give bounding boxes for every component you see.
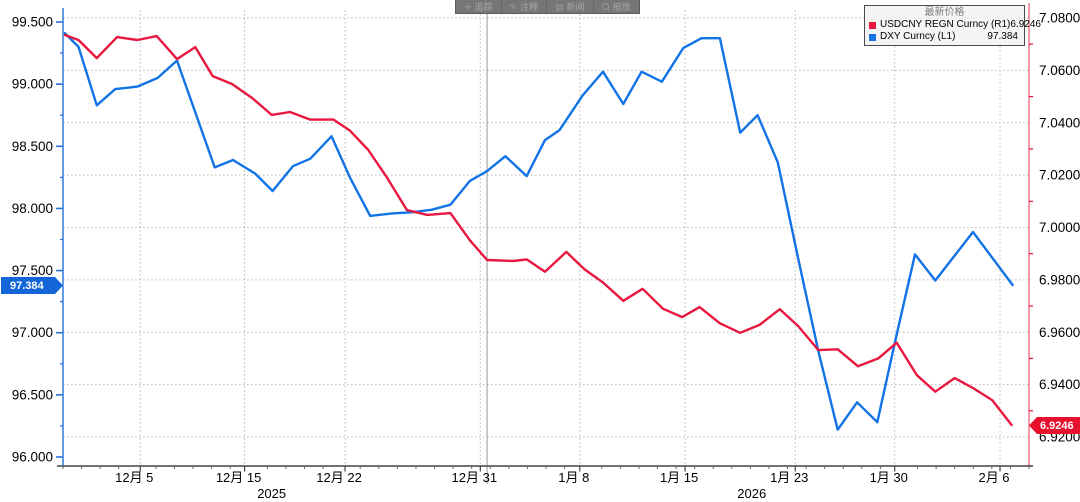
last-price-legend[interactable]: 最新价格 USDCNY REGN Curncy (R1) 6.9246 DXY … xyxy=(864,5,1041,46)
right-axis-tick-label: 6.9600 xyxy=(1039,325,1080,340)
usdcny-last-value-badge: 6.9246 xyxy=(1029,417,1080,434)
dxy-line xyxy=(63,32,1014,431)
usdcny-line xyxy=(63,33,1013,427)
legend-usdcny-label: USDCNY REGN Curncy (R1) xyxy=(880,19,1011,30)
left-axis-tick-label: 97.000 xyxy=(12,325,53,340)
x-axis-tick-label: 1月 23 xyxy=(770,470,808,485)
x-axis-tick-label: 12月 5 xyxy=(115,470,153,485)
right-axis-tick-label: 7.0800 xyxy=(1039,11,1080,26)
dxy-last-value: 97.384 xyxy=(10,279,44,292)
left-axis-tick-label: 99.000 xyxy=(12,77,53,92)
right-axis-tick-label: 7.0400 xyxy=(1039,115,1080,130)
left-axis-tick-label: 96.500 xyxy=(12,387,53,402)
legend-row-usdcny: USDCNY REGN Curncy (R1) 6.9246 xyxy=(865,19,1041,31)
dxy-swatch-icon xyxy=(869,33,876,41)
x-axis-tick-label: 12月 22 xyxy=(316,470,362,485)
left-axis-tick-label: 96.000 xyxy=(12,450,53,465)
right-axis-tick-label: 6.9400 xyxy=(1039,377,1080,392)
x-axis-tick-label: 1月 15 xyxy=(660,470,698,485)
right-axis-tick-label: 7.0200 xyxy=(1039,168,1080,183)
right-axis-tick-label: 7.0000 xyxy=(1039,220,1080,235)
dxy-last-value-badge: 97.384 xyxy=(1,277,63,294)
usdcny-swatch-icon xyxy=(869,21,876,29)
left-axis-tick-label: 98.500 xyxy=(12,139,53,154)
toolbar-news-label: 新闻 xyxy=(566,1,585,12)
year-label: 2026 xyxy=(737,486,766,501)
magnifier-icon xyxy=(601,2,610,11)
move-icon: ✛ xyxy=(464,1,472,12)
left-axis-tick-label: 98.000 xyxy=(12,201,53,216)
legend-title: 最新价格 xyxy=(924,7,965,18)
x-axis-tick-label: 12月 15 xyxy=(216,470,262,485)
legend-row-dxy: DXY Curncy (L1) 97.384 xyxy=(865,31,1024,43)
chart-plot-area[interactable] xyxy=(63,10,1029,466)
x-axis-tick-label: 1月 8 xyxy=(558,470,589,485)
legend-dxy-label: DXY Curncy (L1) xyxy=(880,31,956,42)
toolbar-track-label: 追踪 xyxy=(474,1,493,12)
right-axis-tick-label: 7.0600 xyxy=(1039,63,1080,78)
usdcny-last-value: 6.9246 xyxy=(1040,419,1074,432)
legend-usdcny-value: 6.9246 xyxy=(1010,19,1041,30)
pencil-icon: ✎ xyxy=(509,1,518,12)
left-axis-tick-label: 99.500 xyxy=(12,15,53,30)
toolbar-track-button[interactable]: ✛ 追踪 xyxy=(456,0,502,13)
toolbar-zoom-button[interactable]: 缩放 xyxy=(594,0,639,13)
right-axis-tick-label: 6.9800 xyxy=(1039,272,1080,287)
news-icon: ▤ xyxy=(555,1,564,12)
x-axis-tick-label: 12月 31 xyxy=(452,470,498,485)
toolbar-zoom-label: 缩放 xyxy=(612,1,631,12)
legend-dxy-value: 97.384 xyxy=(987,31,1018,42)
year-label: 2025 xyxy=(257,486,286,501)
chart-toolbar: ✛ 追踪 ✎ 注释 ▤ 新闻 缩放 xyxy=(455,0,640,14)
x-axis-tick-label: 1月 30 xyxy=(870,470,908,485)
left-axis-tick-label: 97.500 xyxy=(12,263,53,278)
toolbar-news-button[interactable]: ▤ 新闻 xyxy=(547,0,594,13)
x-axis-tick-label: 2月 6 xyxy=(978,470,1009,485)
toolbar-annotate-label: 注释 xyxy=(520,1,539,12)
toolbar-annotate-button[interactable]: ✎ 注释 xyxy=(502,0,548,13)
